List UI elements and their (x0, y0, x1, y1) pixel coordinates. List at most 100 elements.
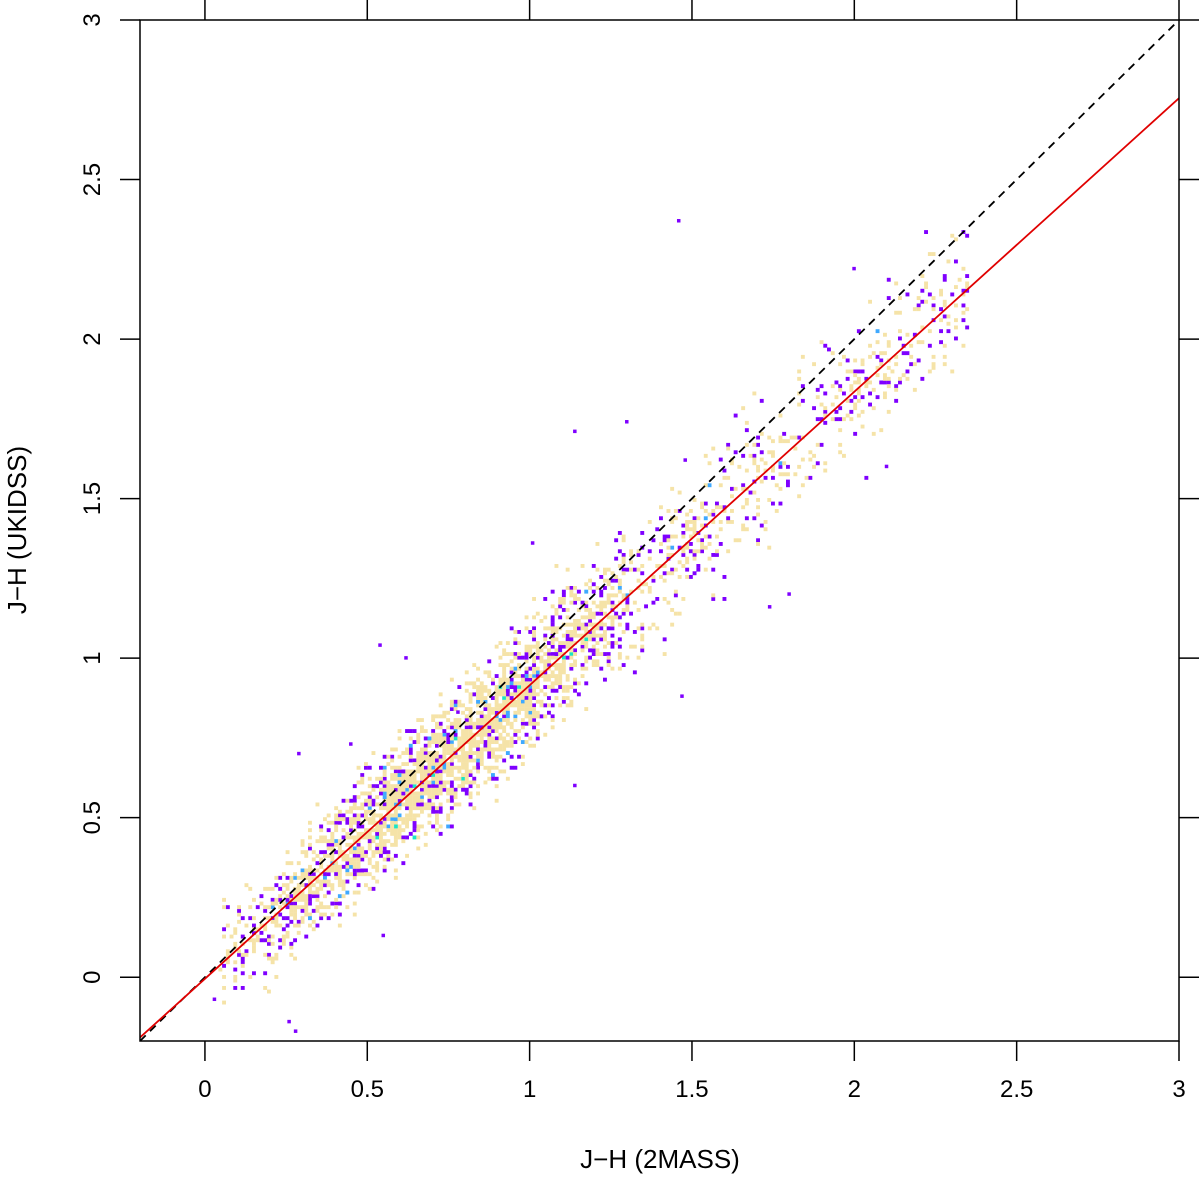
density-cell (655, 597, 660, 601)
density-cell (498, 688, 503, 693)
density-cell (431, 784, 436, 789)
density-cell (875, 329, 880, 334)
density-cell (244, 883, 249, 888)
density-cell (289, 875, 294, 880)
density-cell (517, 696, 521, 700)
density-cell (442, 743, 447, 748)
density-cell (595, 567, 600, 572)
density-cell (961, 303, 966, 308)
density-cell (942, 343, 947, 348)
density-cell (509, 743, 514, 748)
density-cell (379, 842, 383, 847)
density-cell (356, 883, 361, 888)
density-cell (315, 839, 320, 844)
density-cell (517, 688, 521, 693)
density-cell (420, 751, 424, 755)
density-cell (401, 769, 406, 774)
density-cell (371, 853, 376, 858)
density-cell (838, 387, 843, 392)
density-cell (319, 916, 324, 921)
density-cell (965, 274, 970, 278)
density-cell (535, 681, 540, 686)
density-cell (782, 431, 787, 436)
density-cell (640, 531, 645, 535)
density-cell (487, 670, 492, 675)
density-cell (263, 905, 268, 910)
density-cell (539, 699, 544, 704)
density-cell (651, 622, 656, 627)
density-cell (367, 806, 372, 811)
density-cell (296, 894, 301, 899)
density-cell (726, 475, 731, 480)
density-cell (349, 872, 353, 877)
density-cell (845, 358, 850, 363)
density-cell (614, 575, 619, 579)
density-cell (431, 754, 436, 759)
density-cell (438, 736, 443, 741)
density-cell (629, 611, 633, 616)
density-cell (476, 791, 480, 796)
density-cell (464, 787, 469, 792)
density-cell (924, 230, 928, 234)
density-cell (431, 806, 436, 811)
density-cell (505, 732, 510, 737)
density-cell (502, 652, 507, 656)
density-cell (498, 736, 503, 741)
density-cell (337, 864, 342, 869)
density-cell (535, 699, 540, 704)
density-cell (550, 674, 555, 678)
density-cell (476, 740, 480, 744)
outlier-point (676, 219, 681, 223)
density-cell (356, 872, 361, 877)
density-cell (617, 578, 622, 583)
outlier-point (404, 656, 408, 660)
density-cell (617, 655, 622, 660)
density-cell (267, 941, 271, 946)
density-cell (386, 839, 391, 844)
density-cell (580, 564, 585, 568)
density-cell (927, 343, 932, 348)
density-cell (513, 732, 518, 737)
density-cell (588, 637, 592, 642)
density-cell (334, 806, 339, 811)
density-cell (834, 380, 839, 385)
density-cell (505, 718, 510, 722)
density-cell (520, 740, 525, 744)
density-cell (487, 776, 492, 781)
density-cell (550, 652, 555, 656)
density-cell (502, 663, 507, 667)
density-cell (472, 663, 477, 667)
density-cell (812, 464, 816, 469)
density-cell (334, 839, 339, 844)
density-cell (431, 780, 436, 785)
density-cell (629, 553, 633, 557)
density-cell (573, 630, 577, 634)
density-cell (412, 758, 417, 763)
density-cell (225, 952, 230, 957)
density-cell (957, 277, 962, 282)
density-cell (543, 692, 548, 697)
density-cell (561, 608, 566, 612)
density-cell (517, 729, 521, 733)
density-cell (438, 769, 443, 774)
density-cell (797, 464, 802, 469)
density-cell (420, 809, 424, 814)
density-cell (229, 934, 234, 939)
density-cell (274, 916, 279, 921)
density-cell (427, 798, 432, 803)
density-cell (453, 776, 458, 781)
density-cell (281, 916, 286, 921)
density-cell (625, 608, 630, 612)
density-cell (879, 351, 884, 356)
density-cell (401, 828, 406, 833)
density-cell (453, 725, 458, 730)
density-cell (371, 751, 376, 755)
density-cell (487, 718, 492, 722)
density-cell (591, 630, 596, 634)
density-cell (259, 938, 264, 943)
density-cell (479, 762, 484, 766)
density-cell (468, 769, 473, 774)
density-cell (352, 802, 357, 807)
density-cell (662, 564, 667, 568)
density-cell (435, 725, 439, 730)
